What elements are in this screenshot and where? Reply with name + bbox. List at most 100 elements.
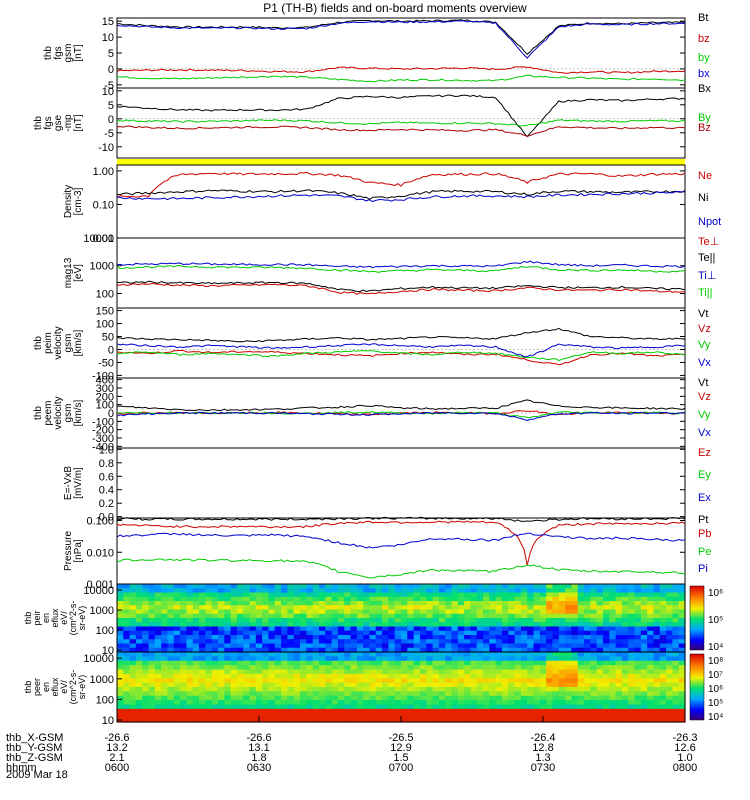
spectrogram-cell — [672, 605, 680, 611]
spectrogram-cell — [470, 630, 478, 636]
spectrogram-cell — [501, 647, 509, 653]
spectrogram-cell — [230, 678, 238, 684]
spectrogram-cell — [369, 647, 377, 653]
spectrogram-cell — [148, 584, 156, 589]
spectrogram-cell — [653, 601, 661, 606]
spectrogram-cell — [306, 592, 314, 598]
spectrogram-cell — [331, 647, 339, 653]
spectrogram-cell — [407, 626, 415, 632]
spectrogram-cell — [647, 630, 655, 636]
spectrogram-cell — [287, 647, 295, 653]
spectrogram-cell — [350, 682, 358, 688]
spectrogram-cell — [401, 626, 408, 632]
spectrogram-cell — [558, 601, 566, 606]
spectrogram-cell — [293, 669, 301, 675]
spectrogram-cell — [382, 682, 389, 688]
spectrogram-cell — [356, 622, 364, 628]
spectrogram-cell — [407, 635, 415, 640]
spectrogram-cell — [312, 713, 320, 719]
spectrogram-cell — [508, 713, 516, 719]
spectrogram-cell — [154, 691, 162, 697]
spectrogram-cell — [148, 630, 156, 636]
spectrogram-cell — [350, 596, 358, 602]
spectrogram-cell — [167, 622, 175, 628]
spectrogram-cell — [432, 695, 440, 701]
spectrogram-cell — [224, 700, 232, 706]
spectrogram-cell — [621, 647, 629, 653]
spectrogram-cell — [413, 605, 421, 611]
spectrogram-cell — [382, 588, 389, 594]
spectrogram-cell — [445, 601, 453, 606]
spectrogram-cell — [520, 592, 528, 598]
spectrogram-cell — [640, 669, 648, 675]
spectrogram-cell — [148, 622, 156, 628]
y-tick-label: -50 — [98, 357, 114, 369]
spectrogram-cell — [483, 622, 490, 628]
spectrogram-cell — [281, 704, 288, 710]
spectrogram-cell — [199, 704, 206, 710]
spectrogram-cell — [312, 584, 320, 589]
spectrogram-cell — [565, 609, 572, 615]
spectrogram-cell — [382, 695, 389, 701]
spectrogram-cell — [419, 678, 427, 684]
spectrogram-cell — [615, 609, 623, 615]
spectrogram-cell — [552, 605, 560, 611]
spectrogram-cell — [590, 717, 598, 723]
spectrogram-cell — [312, 630, 320, 636]
colorbar — [689, 653, 705, 721]
spectrogram-cell — [514, 605, 522, 611]
spectrogram-cell — [249, 601, 257, 606]
spectrogram-cell — [672, 700, 680, 706]
spectrogram-cell — [426, 584, 434, 589]
spectrogram-cell — [129, 626, 137, 632]
spectrogram-cell — [142, 665, 150, 671]
spectrogram-cell — [293, 643, 301, 649]
spectrogram-cell — [337, 700, 345, 706]
spectrogram-cell — [255, 678, 263, 684]
spectrogram-cell — [180, 647, 188, 653]
spectrogram-cell — [470, 609, 478, 615]
spectrogram-cell — [363, 605, 371, 611]
spectrogram-cell — [180, 622, 188, 628]
spectrogram-cell — [508, 635, 516, 640]
spectrogram-cell — [640, 652, 648, 657]
y-axis-label-line: velocity — [53, 326, 64, 359]
spectrogram-cell — [401, 584, 408, 589]
spectrogram-cell — [501, 643, 509, 649]
legend-Ex: Ex — [698, 492, 711, 504]
series-Bt — [116, 19, 686, 55]
spectrogram-cell — [508, 656, 516, 662]
spectrogram-cell — [514, 622, 522, 628]
spectrogram-cell — [293, 630, 301, 636]
spectrogram-cell — [224, 601, 232, 606]
spectrogram-cell — [394, 691, 402, 697]
spectrogram-cell — [634, 609, 642, 615]
spectrogram-cell — [154, 704, 162, 710]
spectrogram-cell — [356, 695, 364, 701]
spectrogram-cell — [590, 682, 598, 688]
spectrogram-cell — [659, 687, 667, 692]
spectrogram-cell — [659, 630, 667, 636]
spectrogram-cell — [546, 708, 554, 714]
spectrogram-cell — [167, 647, 175, 653]
spectrogram-cell — [236, 588, 244, 594]
legend-Pt: Pt — [698, 514, 708, 526]
spectrogram-cell — [596, 713, 604, 719]
spectrogram-cell — [312, 601, 320, 606]
spectrogram-cell — [192, 609, 200, 615]
spectrogram-cell — [325, 678, 333, 684]
legend-Vy: Vy — [698, 339, 711, 351]
spectrogram-cell — [407, 588, 415, 594]
spectrogram-cell — [470, 647, 478, 653]
spectrogram-cell — [678, 584, 686, 589]
spectrogram-cell — [432, 639, 440, 645]
spectrogram-cell — [154, 635, 162, 640]
y-axis-label-line: (cm^2-s- — [68, 601, 78, 636]
spectrogram-cell — [438, 700, 446, 706]
spectrogram-cell — [199, 626, 206, 632]
spectrogram-cell — [293, 687, 301, 692]
spectrogram-cell — [571, 618, 579, 623]
y-axis-label-line: [eV] — [73, 264, 84, 282]
y-tick-label: 10 — [102, 715, 114, 727]
